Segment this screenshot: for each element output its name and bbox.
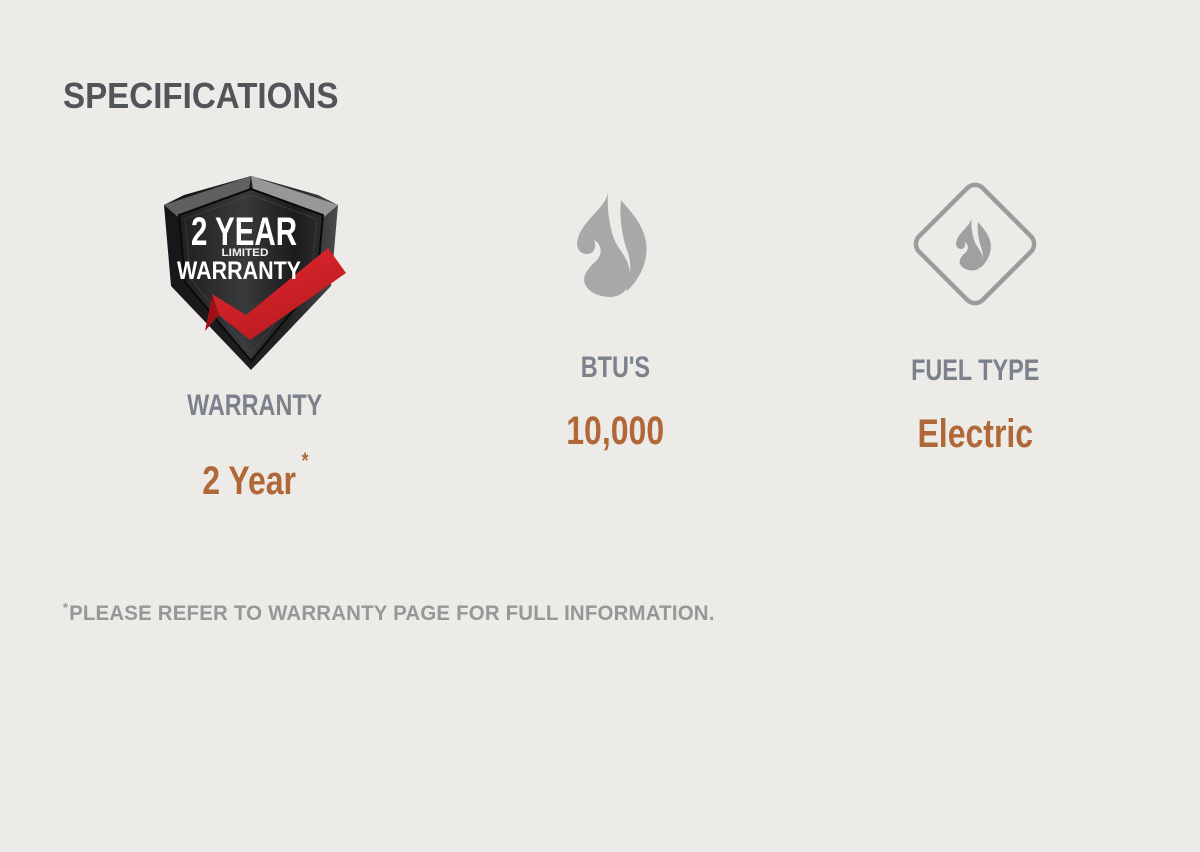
- badge-inner-line: [184, 194, 318, 354]
- spec-item-warranty: 2 YEAR LIMITED WARRANTY WARRANTY 2 Year *: [75, 174, 435, 504]
- badge-face: [177, 187, 325, 363]
- spec-value-warranty: 2 Year *: [75, 438, 435, 504]
- badge-text-line2: LIMITED: [222, 247, 269, 259]
- page-title-text: SPECIFICATIONS: [63, 75, 339, 116]
- flame-icon: [577, 192, 647, 297]
- warranty-shield-badge-icon: 2 YEAR LIMITED WARRANTY: [164, 176, 346, 370]
- spec-item-fuel-type: FUEL TYPE Electric: [795, 174, 1155, 504]
- spec-value-btus: 10,000: [566, 409, 664, 453]
- fuel-type-icon-box: [795, 174, 1155, 353]
- spec-item-btus: BTU'S 10,000: [435, 174, 795, 504]
- badge-ribbon-checkmark: [212, 248, 346, 340]
- footnote-asterisk: *: [63, 600, 69, 615]
- footnote-text: PLEASE REFER TO WARRANTY PAGE FOR FULL I…: [69, 601, 715, 625]
- btus-icon-box: [435, 174, 795, 350]
- diamond-inner-flame: [956, 218, 991, 271]
- specifications-grid: 2 YEAR LIMITED WARRANTY WARRANTY 2 Year *: [75, 174, 1155, 504]
- warranty-asterisk: *: [301, 448, 309, 473]
- spec-value-fuel-type: Electric: [917, 412, 1033, 456]
- warranty-badge-box: 2 YEAR LIMITED WARRANTY: [75, 174, 435, 388]
- badge-text-line3: WARRANTY: [177, 257, 301, 285]
- badge-bevel-left: [164, 176, 251, 217]
- spec-label-fuel-type: FUEL TYPE: [910, 354, 1040, 387]
- badge-ribbon-fold: [205, 296, 219, 331]
- spec-label-btus: BTU'S: [580, 351, 650, 384]
- badge-text-line1: 2 YEAR: [191, 210, 297, 254]
- warranty-value-text: 2 Year: [201, 459, 296, 503]
- page-title: SPECIFICATIONS: [63, 78, 1200, 114]
- spec-label-warranty: WARRANTY: [187, 389, 323, 422]
- badge-bevel-right: [251, 176, 338, 217]
- specifications-section: SPECIFICATIONS: [0, 78, 1200, 852]
- warranty-footnote: *PLEASE REFER TO WARRANTY PAGE FOR FULL …: [63, 600, 1200, 627]
- diamond-outline: [913, 182, 1037, 306]
- flame-diamond-icon: [913, 182, 1037, 306]
